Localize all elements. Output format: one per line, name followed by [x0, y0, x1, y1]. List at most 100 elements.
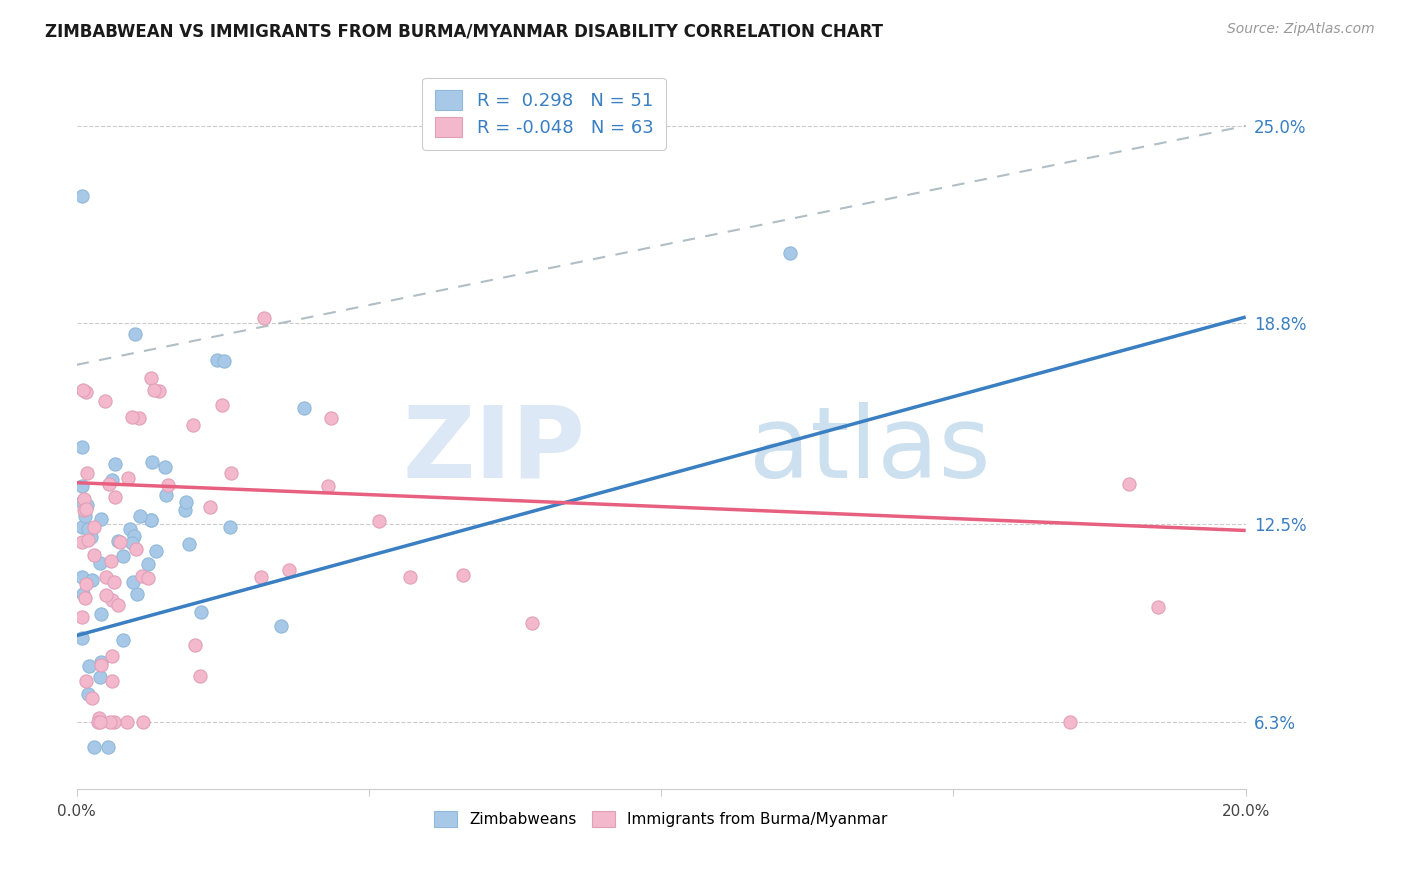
Point	[522, 615, 544, 630]
Point	[93, 393, 115, 408]
Point	[72, 440, 94, 454]
Point	[90, 512, 112, 526]
Point	[75, 384, 97, 399]
Point	[75, 577, 97, 591]
Point	[155, 460, 177, 475]
Point	[75, 673, 97, 688]
Point	[270, 618, 292, 632]
Point	[174, 503, 197, 517]
Point	[141, 512, 163, 526]
Point	[100, 554, 122, 568]
Point	[72, 570, 94, 584]
Point	[292, 401, 315, 415]
Point	[73, 491, 96, 506]
Point	[72, 494, 94, 508]
Point	[124, 542, 146, 557]
Point	[77, 533, 100, 547]
Point	[72, 631, 94, 645]
Point	[181, 418, 204, 433]
Point	[103, 574, 125, 589]
Point	[124, 327, 146, 342]
Point	[89, 670, 111, 684]
Point	[72, 534, 94, 549]
Legend: Zimbabweans, Immigrants from Burma/Myanmar: Zimbabweans, Immigrants from Burma/Myanm…	[427, 803, 896, 835]
Point	[121, 574, 143, 589]
Point	[184, 638, 207, 652]
Point	[779, 246, 801, 260]
Point	[451, 568, 474, 582]
Point	[219, 520, 242, 534]
Point	[1147, 600, 1170, 615]
Point	[131, 569, 153, 583]
Point	[124, 529, 146, 543]
Point	[94, 570, 117, 584]
Point	[117, 471, 139, 485]
Point	[103, 457, 125, 471]
Point	[107, 598, 129, 612]
Point	[80, 691, 103, 706]
Point	[148, 384, 170, 398]
Point	[77, 658, 100, 673]
Point	[211, 398, 233, 412]
Point	[399, 570, 422, 584]
Point	[1059, 714, 1081, 729]
Point	[112, 549, 135, 563]
Point	[212, 354, 235, 368]
Point	[107, 533, 129, 548]
Point	[111, 632, 134, 647]
Text: Source: ZipAtlas.com: Source: ZipAtlas.com	[1227, 22, 1375, 37]
Point	[368, 514, 391, 528]
Point	[75, 501, 97, 516]
Point	[139, 513, 162, 527]
Text: ZIP: ZIP	[402, 401, 585, 499]
Point	[72, 520, 94, 534]
Text: atlas: atlas	[749, 401, 990, 499]
Point	[101, 474, 124, 488]
Point	[316, 479, 339, 493]
Point	[121, 535, 143, 549]
Point	[110, 535, 132, 549]
Point	[143, 383, 166, 397]
Point	[72, 383, 94, 397]
Point	[72, 610, 94, 624]
Point	[118, 522, 141, 536]
Point	[77, 522, 100, 536]
Point	[72, 478, 94, 492]
Point	[125, 587, 148, 601]
Point	[100, 674, 122, 689]
Point	[104, 490, 127, 504]
Point	[80, 530, 103, 544]
Text: ZIMBABWEAN VS IMMIGRANTS FROM BURMA/MYANMAR DISABILITY CORRELATION CHART: ZIMBABWEAN VS IMMIGRANTS FROM BURMA/MYAN…	[45, 22, 883, 40]
Point	[101, 648, 124, 663]
Point	[205, 353, 228, 368]
Point	[117, 714, 139, 729]
Point	[141, 455, 163, 469]
Point	[190, 605, 212, 619]
Point	[77, 687, 100, 701]
Point	[188, 668, 211, 682]
Point	[94, 588, 117, 602]
Point	[75, 509, 97, 524]
Point	[90, 655, 112, 669]
Point	[253, 311, 276, 326]
Point	[72, 587, 94, 601]
Point	[177, 537, 200, 551]
Point	[138, 571, 160, 585]
Point	[98, 477, 121, 491]
Point	[121, 410, 143, 425]
Point	[136, 557, 159, 571]
Point	[97, 740, 120, 755]
Point	[83, 520, 105, 534]
Point	[72, 189, 94, 203]
Point	[278, 563, 301, 577]
Point	[155, 487, 177, 501]
Point	[139, 371, 162, 385]
Point	[174, 495, 197, 509]
Point	[249, 570, 271, 584]
Point	[89, 711, 111, 725]
Point	[132, 714, 155, 729]
Point	[128, 411, 150, 425]
Point	[83, 548, 105, 562]
Point	[90, 658, 112, 673]
Point	[319, 410, 342, 425]
